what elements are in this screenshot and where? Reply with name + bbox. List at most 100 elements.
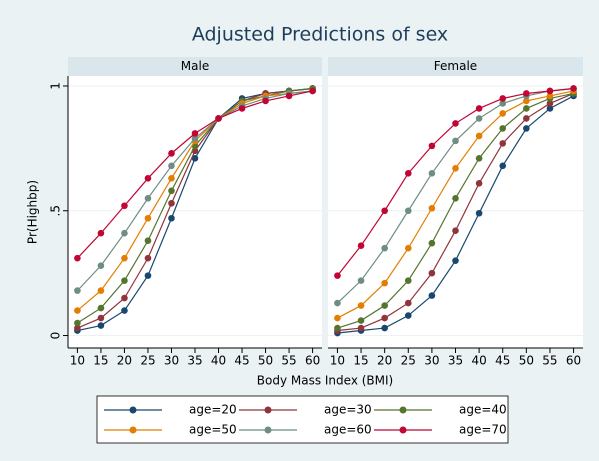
x-tick-label: 20 [117, 354, 132, 368]
legend-label: age=50 [189, 423, 237, 437]
point [475, 209, 483, 217]
x-tick-label: 50 [519, 354, 534, 368]
point [121, 307, 128, 314]
x-tick-label: 40 [211, 354, 226, 368]
point [309, 87, 316, 95]
x-tick-label: 25 [140, 354, 155, 368]
point [191, 135, 199, 142]
legend-marker [129, 426, 137, 434]
point [97, 262, 105, 269]
point [452, 194, 459, 202]
x-tick-label: 30 [424, 354, 439, 368]
x-tick-label: 60 [305, 354, 320, 368]
x-tick-label: 45 [234, 354, 249, 368]
legend-marker [399, 426, 407, 434]
point [74, 254, 81, 262]
point [334, 324, 341, 332]
x-tick-label: 30 [164, 354, 179, 368]
point [452, 227, 459, 235]
point [452, 165, 459, 172]
point [428, 142, 436, 150]
plot-area [68, 76, 322, 348]
x-tick-label: 25 [401, 354, 416, 368]
point [404, 207, 412, 215]
point [144, 175, 152, 182]
plot-area [328, 76, 583, 348]
y-tick-label: .5 [49, 205, 63, 216]
point [168, 162, 175, 170]
x-tick-label: 55 [542, 354, 557, 368]
y-tick-label: 1 [49, 82, 63, 90]
point [168, 175, 175, 182]
point [168, 199, 175, 207]
point [334, 272, 341, 279]
point [404, 244, 412, 252]
point [499, 100, 507, 107]
point [428, 204, 436, 212]
point [499, 125, 507, 132]
point [381, 314, 388, 322]
x-tick-label: 15 [93, 354, 108, 368]
point [475, 105, 483, 112]
point [144, 214, 152, 222]
y-tick-label: 0 [49, 332, 63, 340]
point [334, 314, 341, 322]
legend-label: age=30 [324, 403, 372, 417]
point [357, 302, 365, 309]
point [404, 299, 412, 307]
legend-marker [264, 426, 272, 434]
point [546, 92, 554, 100]
point [428, 292, 436, 299]
x-tick-label: 20 [377, 354, 392, 368]
panel-title: Male [181, 59, 209, 73]
point [168, 214, 175, 222]
x-tick-label: 10 [330, 354, 345, 368]
point [381, 244, 388, 252]
point [523, 90, 530, 97]
point [499, 95, 507, 102]
panel-title: Female [434, 59, 477, 73]
chart-title: Adjusted Predictions of sex [192, 24, 448, 46]
point [97, 314, 105, 322]
x-tick-label: 55 [281, 354, 296, 368]
point [191, 130, 199, 137]
point [523, 125, 530, 132]
point [499, 140, 507, 147]
point [546, 100, 554, 107]
point [404, 277, 412, 284]
x-tick-label: 10 [70, 354, 85, 368]
point [144, 254, 152, 262]
point [74, 324, 81, 332]
x-tick-label: 40 [471, 354, 486, 368]
point [523, 115, 530, 122]
panel-strip [68, 57, 322, 76]
point [452, 120, 459, 127]
point [121, 229, 128, 237]
point [144, 194, 152, 202]
point [475, 180, 483, 187]
point [168, 187, 175, 195]
point [475, 132, 483, 140]
point [357, 317, 365, 324]
legend-marker [399, 406, 407, 414]
point [97, 229, 105, 237]
point [97, 287, 105, 294]
point [428, 170, 436, 177]
x-tick-label: 50 [258, 354, 273, 368]
legend [96, 395, 509, 444]
point [74, 319, 81, 327]
point [334, 299, 341, 307]
point [546, 87, 554, 95]
legend-marker [129, 406, 137, 414]
point [74, 307, 81, 314]
x-tick-label: 45 [495, 354, 510, 368]
point [238, 105, 246, 112]
x-tick-label: 15 [353, 354, 368, 368]
point [357, 277, 365, 284]
point [381, 324, 388, 332]
point [381, 302, 388, 309]
panel-strip [328, 57, 583, 76]
point [404, 312, 412, 319]
point [357, 242, 365, 249]
